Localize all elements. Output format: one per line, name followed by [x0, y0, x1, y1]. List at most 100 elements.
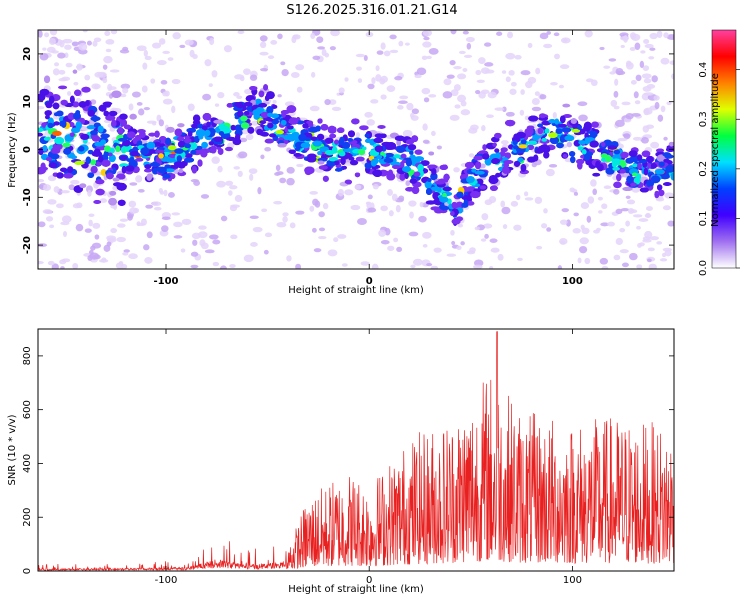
spectrogram-cell — [158, 153, 164, 159]
spectrogram-speckle — [412, 258, 423, 266]
spectrogram-speckle — [45, 216, 54, 222]
spectrogram-speckle — [656, 241, 663, 245]
spectrogram-cell — [374, 145, 384, 153]
spectrogram-cell — [576, 158, 585, 165]
spectrogram-cell — [234, 102, 241, 107]
spectrogram-speckle — [527, 42, 533, 49]
spectrogram-cell — [417, 163, 424, 172]
spectrogram-speckle — [370, 99, 379, 104]
spectrogram-speckle — [209, 37, 215, 46]
spectrogram-speckle — [650, 141, 660, 149]
spectrogram-speckle — [151, 42, 162, 49]
spectrogram-cell — [562, 103, 571, 108]
spectrogram-speckle — [654, 101, 660, 110]
spectrogram-speckle — [475, 69, 482, 76]
spectrogram-speckle — [664, 192, 674, 199]
spectrogram-cell — [327, 161, 336, 167]
spectrogram-speckle — [310, 71, 316, 78]
spectrogram-cell — [439, 205, 450, 211]
spectrogram-speckle — [217, 165, 223, 173]
spectrogram-speckle — [414, 74, 422, 79]
spectrogram-cell — [154, 149, 165, 154]
spectrogram-x-tick-label: -100 — [153, 276, 178, 287]
spectrogram-cell — [43, 136, 51, 141]
spectrogram-speckle — [601, 265, 609, 269]
spectrogram-speckle — [625, 60, 632, 67]
spectrogram-speckle — [129, 207, 138, 214]
spectrogram-cell — [191, 123, 198, 129]
spectrogram-speckle — [656, 30, 663, 39]
spectrogram-speckle — [559, 219, 568, 225]
spectrogram-speckle — [309, 105, 320, 112]
spectrogram-cell — [104, 145, 111, 152]
spectrogram-cell — [643, 167, 649, 176]
spectrogram-cell — [551, 138, 558, 144]
spectrogram-speckle — [120, 93, 127, 98]
spectrogram-speckle — [208, 83, 213, 87]
spectrogram-cell — [601, 141, 606, 148]
colorbar: 0.0 0.1 0.2 0.3 0.4 Normalized spectral ampl… — [698, 29, 740, 276]
spectrogram-speckle — [396, 246, 403, 252]
spectrogram-cell — [555, 128, 562, 133]
spectrogram-speckle — [44, 32, 50, 38]
spectrogram-speckle — [614, 119, 625, 128]
spectrogram-speckle — [422, 41, 432, 48]
spectrogram-cell — [267, 122, 274, 129]
spectrogram-cell — [38, 149, 44, 156]
spectrogram-cell — [670, 172, 674, 181]
spectrogram-speckle — [449, 60, 456, 66]
spectrogram-speckle — [525, 81, 533, 89]
spectrogram-cell — [434, 208, 444, 214]
spectrogram-cell — [148, 132, 156, 137]
spectrogram-speckle — [75, 65, 82, 69]
spectrogram-speckle — [119, 218, 129, 222]
spectrogram-cell — [470, 191, 481, 199]
spectrogram-speckle — [117, 223, 126, 228]
spectrogram-speckle — [619, 228, 626, 233]
spectrogram-speckle — [47, 199, 57, 205]
spectrogram-speckle — [164, 90, 170, 97]
spectrogram-speckle — [71, 41, 79, 47]
spectrogram-cell — [84, 100, 90, 107]
spectrogram-speckle — [615, 208, 623, 215]
spectrogram-speckle — [193, 180, 201, 186]
spectrogram-cell — [287, 135, 296, 142]
spectrogram-speckle — [310, 32, 316, 39]
spectrogram-speckle — [38, 179, 45, 183]
spectrogram-speckle — [411, 108, 419, 115]
spectrogram-speckle — [615, 237, 623, 246]
spectrogram-speckle — [621, 262, 629, 268]
spectrogram-cell — [473, 155, 484, 161]
spectrogram-speckle — [357, 78, 363, 83]
spectrogram-speckle — [239, 137, 248, 143]
spectrogram-speckle — [367, 83, 375, 90]
spectrogram-cell — [537, 127, 544, 135]
spectrogram-cell — [404, 172, 409, 180]
spectrogram-speckle — [275, 164, 281, 172]
spectrogram-cell — [439, 196, 449, 203]
spectrogram-speckle — [620, 44, 625, 49]
spectrogram-speckle — [579, 237, 589, 245]
spectrogram-cell — [494, 148, 500, 153]
spectrogram-speckle — [171, 105, 176, 114]
spectrogram-speckle — [102, 64, 108, 70]
spectrogram-speckle — [560, 240, 566, 245]
colorbar-tick-label: 0.1 — [698, 210, 709, 226]
spectrogram-speckle — [509, 88, 517, 95]
spectrogram-cell — [376, 154, 383, 160]
snr-x-tick-label: 0 — [366, 575, 372, 586]
spectrogram-speckle — [116, 236, 126, 243]
spectrogram-speckle — [478, 57, 486, 65]
spectrogram-speckle — [91, 242, 102, 249]
spectrogram-speckle — [267, 55, 275, 60]
spectrogram-speckle — [261, 208, 268, 213]
spectrogram-speckle — [228, 190, 233, 196]
spectrogram-y-tick-label: -20 — [22, 236, 33, 254]
spectrogram-cell — [44, 110, 52, 116]
spectrogram-cell — [482, 144, 487, 151]
spectrogram-cell — [381, 170, 391, 175]
spectrogram-speckle — [94, 234, 100, 240]
spectrogram-cell — [365, 138, 372, 144]
spectrogram-speckle — [59, 40, 65, 48]
spectrogram-speckle — [460, 241, 465, 246]
